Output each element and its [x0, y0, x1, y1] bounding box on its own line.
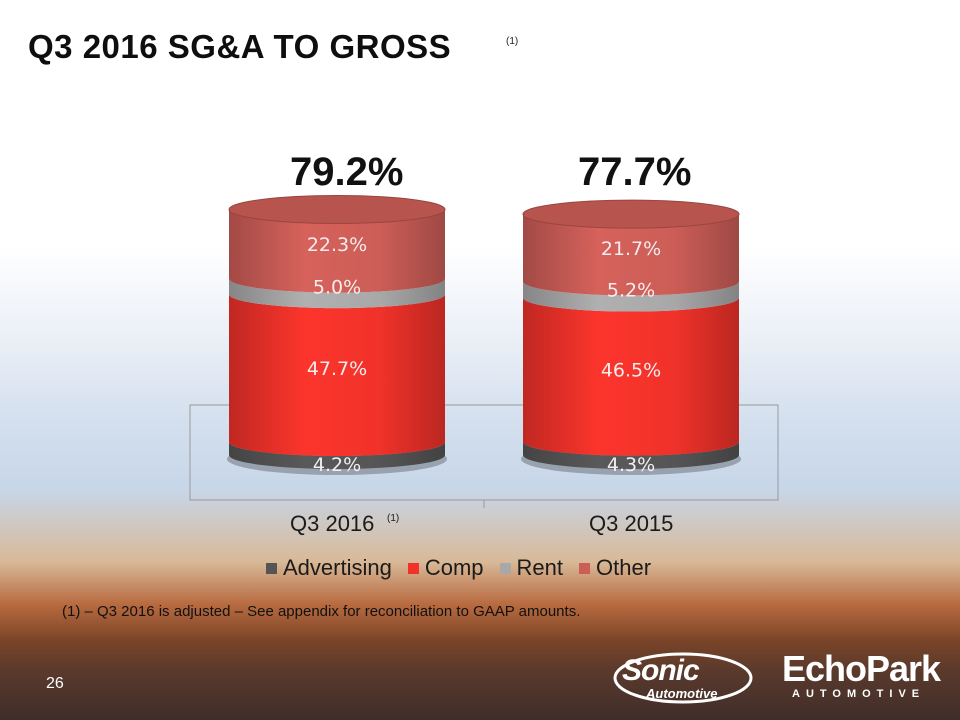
echopark-logo-subtext: AUTOMOTIVE — [792, 688, 926, 700]
data-label-comp-q3-2015: 46.5% — [601, 360, 661, 382]
bar-comp-q3-2016 — [229, 294, 445, 456]
bar-other-q3-2015 — [523, 214, 739, 296]
legend-swatch-rent — [499, 562, 511, 574]
bar-advertising-q3-2015 — [523, 441, 739, 469]
page-number: 26 — [46, 675, 64, 692]
legend-label-other: Other — [596, 555, 652, 580]
legend-label-comp: Comp — [424, 555, 484, 580]
data-label-rent-q3-2016: 5.0% — [313, 276, 361, 298]
x-tick-label-q3-2015: Q3 2015 — [589, 511, 674, 536]
total-label-q3-2015: 77.7% — [578, 150, 692, 194]
legend-label-rent: Rent — [516, 555, 564, 580]
legend-item-comp: Comp — [407, 555, 484, 581]
legend-item-advertising: Advertising — [266, 555, 392, 581]
title-footnote-marker: (1) — [506, 36, 519, 47]
echopark-logo-text: EchoPark — [782, 648, 941, 689]
echopark-logo: EchoPark AUTOMOTIVE — [782, 648, 942, 704]
bar-advertising-q3-2016 — [229, 441, 445, 469]
data-label-other-q3-2016: 22.3% — [307, 234, 367, 256]
bar-comp-q3-2015 — [523, 297, 739, 456]
legend-swatch-other — [579, 562, 591, 574]
legend-item-rent: Rent — [499, 555, 564, 581]
slide-title: Q3 2016 SG&A TO GROSS — [28, 28, 452, 65]
sonic-logo-swoosh — [613, 652, 753, 704]
x-tick-label-q3-2016: Q3 2016 — [290, 511, 375, 536]
data-label-advertising-q3-2016: 4.2% — [313, 454, 361, 476]
legend-label-advertising: Advertising — [283, 555, 392, 580]
sonic-logo-subtext: Automotive — [646, 686, 718, 701]
cylinder-top-cap-q3-2015 — [522, 199, 740, 229]
data-label-comp-q3-2016: 47.7% — [307, 358, 367, 380]
total-label-q3-2016: 79.2% — [290, 150, 404, 194]
legend-swatch-advertising — [266, 562, 277, 574]
data-label-rent-q3-2015: 5.2% — [607, 279, 655, 301]
bar-other-q3-2016 — [229, 209, 445, 293]
legend-swatch-comp — [407, 562, 419, 574]
sonic-logo-text: Sonic — [622, 654, 700, 687]
bar-rent-q3-2016 — [229, 278, 445, 309]
chart-legend: Advertising Comp Rent Other — [266, 555, 651, 581]
cylinder-top-cap-q3-2016 — [228, 194, 446, 224]
legend-item-other: Other — [579, 555, 651, 581]
data-label-advertising-q3-2015: 4.3% — [607, 454, 655, 476]
x-tick-footnote-marker: (1) — [387, 513, 400, 524]
sonic-automotive-logo: Sonic Automotive — [612, 652, 754, 708]
footnote: (1) – Q3 2016 is adjusted – See appendix… — [62, 603, 581, 620]
bar-rent-q3-2015 — [523, 281, 739, 312]
data-label-other-q3-2015: 21.7% — [601, 238, 661, 260]
